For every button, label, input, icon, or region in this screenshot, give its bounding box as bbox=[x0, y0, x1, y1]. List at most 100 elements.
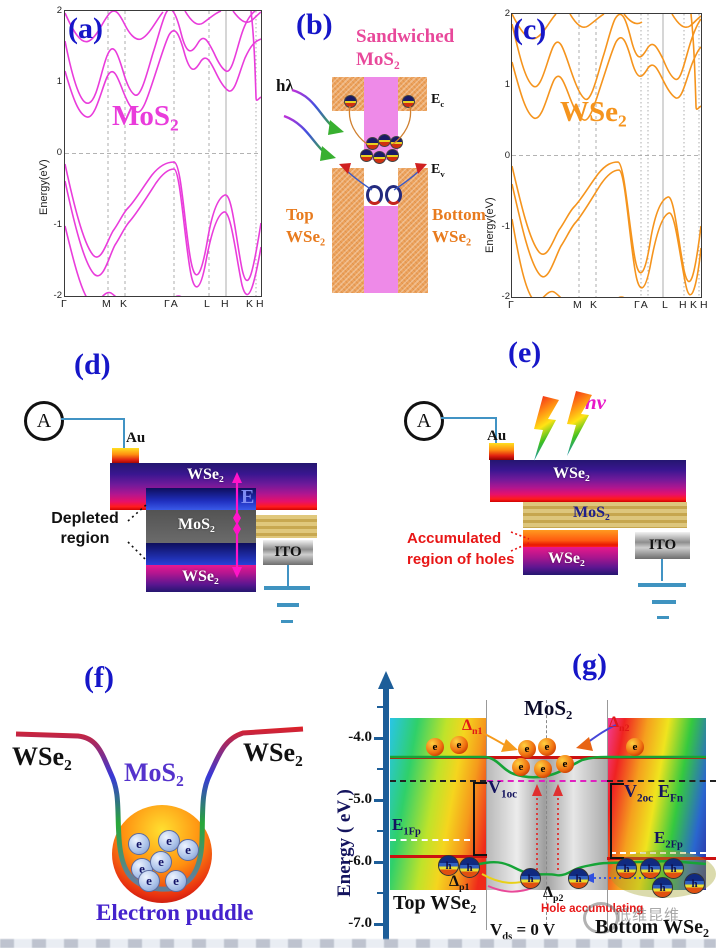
efn-dashed-line bbox=[390, 780, 486, 782]
valence-level-label: Ev bbox=[431, 162, 445, 179]
efn-label: EFn bbox=[658, 781, 684, 805]
electron-icon: e bbox=[512, 758, 530, 776]
hole-icon bbox=[385, 185, 402, 205]
panel-a-ytick: -2 bbox=[53, 290, 62, 301]
electron-icon bbox=[390, 136, 403, 149]
delta-p2-label: Δp2 bbox=[543, 884, 564, 905]
panel-a-ytick: 0 bbox=[56, 147, 62, 158]
wse2-bottom-label-d: WSe₂ bbox=[182, 568, 219, 585]
ground-icon bbox=[657, 616, 669, 619]
mos2-label-f: MoS₂ bbox=[124, 758, 184, 787]
hole-icon bbox=[366, 185, 383, 205]
ammeter-label: A bbox=[36, 409, 52, 432]
mos2-layer-e bbox=[523, 502, 687, 528]
v1oc-label: V1oc bbox=[488, 777, 518, 801]
hole-icon: h bbox=[438, 855, 459, 876]
ground-icon bbox=[652, 600, 676, 604]
ammeter-label: A bbox=[416, 409, 432, 432]
au-contact bbox=[112, 448, 139, 464]
panel-a-xtick: H bbox=[221, 298, 229, 310]
electron-icon: e bbox=[534, 760, 552, 778]
panel-c-ytick: 0 bbox=[504, 150, 510, 161]
top-wse2-label: Top WSe₂ bbox=[286, 205, 326, 246]
band-structure-wse2 bbox=[512, 14, 701, 297]
electron-icon: e bbox=[556, 755, 574, 773]
center-dashed-line bbox=[546, 700, 547, 930]
panel-c-title: WSe₂ bbox=[560, 96, 627, 128]
electron-icon: e bbox=[450, 736, 468, 754]
g-ytick: -4.0 bbox=[348, 729, 372, 745]
band-structure-mos2 bbox=[65, 11, 261, 296]
panel-a-ytick: -1 bbox=[53, 219, 62, 230]
ito-label-e: ITO bbox=[648, 537, 677, 553]
electron-puddle-caption: Electron puddle bbox=[96, 900, 254, 925]
photon-label: hλ bbox=[276, 76, 294, 95]
au-contact bbox=[489, 443, 514, 460]
efn-magenta-dashed-line bbox=[487, 780, 607, 782]
au-label: Au bbox=[126, 430, 146, 446]
panel-c-ytick: 1 bbox=[504, 79, 510, 90]
watermark-logo-icon bbox=[583, 902, 619, 934]
au-label: Au bbox=[487, 428, 507, 444]
ground-icon bbox=[277, 603, 299, 607]
electron-icon bbox=[402, 95, 415, 108]
g-ytick: -5.0 bbox=[348, 791, 372, 807]
panel-c-xtick: M bbox=[573, 299, 582, 311]
panel-a-xtick: ΓA bbox=[164, 298, 179, 310]
panel-c-xtick: H bbox=[679, 299, 687, 311]
v1oc-bracket bbox=[473, 782, 487, 856]
panel-a-xtick: M bbox=[102, 298, 111, 310]
e1fp-dashed-line bbox=[390, 839, 470, 841]
hole-icon: h bbox=[640, 858, 661, 879]
g-ytick: -6.0 bbox=[348, 853, 372, 869]
electron-icon: e bbox=[177, 839, 199, 861]
delta-p1-label: Δp1 bbox=[449, 873, 470, 894]
wire bbox=[661, 559, 663, 581]
interface-line bbox=[486, 700, 487, 930]
watermark-text: 低维昆维 bbox=[616, 907, 681, 924]
bottom-wse2-label: Bottom WSe₂ bbox=[432, 205, 486, 246]
panel-c-xtick: K bbox=[590, 299, 598, 311]
mos2-label-g: MoS₂ bbox=[524, 696, 573, 720]
wire bbox=[495, 418, 497, 443]
v2oc-bracket bbox=[610, 783, 624, 859]
panel-a-title: MoS₂ bbox=[112, 100, 179, 132]
electron-icon: e bbox=[426, 738, 444, 756]
hole-icon: h bbox=[459, 857, 480, 878]
stack-blue-lower bbox=[146, 543, 256, 565]
lightning-bolt-icon bbox=[534, 396, 559, 461]
hole-icon: h bbox=[520, 868, 541, 889]
e2fp-label: E2Fp bbox=[654, 828, 683, 851]
axis-arrowhead-icon bbox=[378, 671, 394, 689]
wire bbox=[61, 418, 125, 420]
hv-label: hν bbox=[585, 390, 606, 414]
ground-icon bbox=[264, 586, 310, 590]
bottom-wse2-label-g: Bottom WSe₂ bbox=[595, 916, 709, 938]
mos2-label-e: MoS₂ bbox=[573, 504, 610, 521]
ito-electrode-e: ITO bbox=[635, 532, 690, 559]
depleted-region-note: Depleted region bbox=[51, 510, 119, 547]
ammeter: A bbox=[404, 401, 444, 441]
efn-dashed-line bbox=[607, 780, 716, 782]
axis-tick bbox=[374, 799, 383, 802]
panel-c-xtick: Γ bbox=[508, 299, 514, 311]
mos2-stripe-bottom bbox=[364, 206, 398, 293]
stack-blue-upper bbox=[146, 488, 256, 510]
panel-c-ylabel: Energy(eV) bbox=[484, 197, 496, 253]
axis-minor-tick bbox=[377, 892, 383, 894]
energy-axis-label-g: Energy ( eV ) bbox=[334, 789, 355, 897]
accumulated-region-note: Accumulated region of holes bbox=[407, 530, 515, 568]
panel-c: (c) WSe₂ Energy(eV) 2 1 0 -1 -2 Γ M K ΓA… bbox=[480, 0, 716, 330]
electron-icon: e bbox=[138, 870, 160, 892]
panel-b: (b) Sandwiched MoS₂ hλ Ec Ev Top bbox=[268, 0, 486, 330]
top-wse2-label-g: Top WSe₂ bbox=[393, 892, 477, 914]
hole-icon: h bbox=[568, 868, 589, 889]
panel-a-ytick: 2 bbox=[56, 5, 62, 16]
electron-icon bbox=[386, 149, 399, 162]
cropped-caption-strip bbox=[0, 939, 716, 948]
hole-icon: h bbox=[684, 873, 705, 894]
conduction-band-line bbox=[390, 756, 706, 759]
wire bbox=[441, 417, 497, 419]
panel-c-xtick: ΓA bbox=[634, 299, 649, 311]
axis-minor-tick bbox=[377, 706, 383, 708]
